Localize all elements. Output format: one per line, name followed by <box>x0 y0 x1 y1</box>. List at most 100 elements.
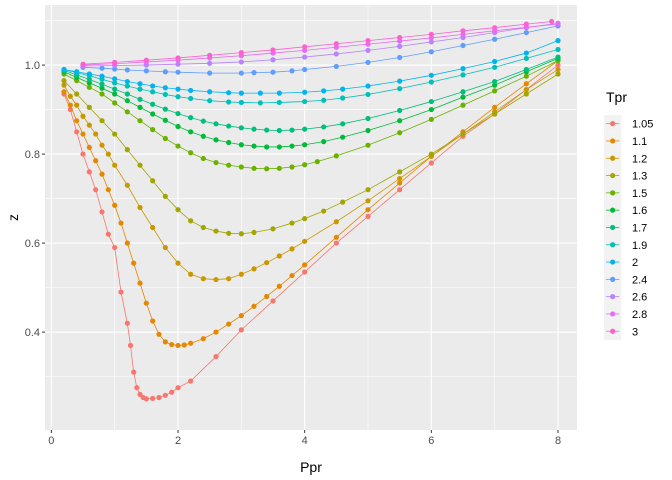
data-point <box>251 266 257 272</box>
data-point <box>99 142 105 148</box>
data-point <box>555 71 561 77</box>
data-point <box>213 353 219 360</box>
data-point <box>162 85 168 91</box>
data-point <box>397 34 403 41</box>
data-point <box>397 107 403 114</box>
data-point <box>276 127 282 134</box>
legend-item-1.1: 1.1 <box>604 132 647 150</box>
data-point <box>74 118 80 124</box>
legend-key-point <box>610 328 616 334</box>
data-point <box>112 80 118 86</box>
data-point <box>238 50 244 56</box>
data-point <box>397 187 403 193</box>
data-point <box>333 240 339 246</box>
data-point <box>270 298 276 304</box>
data-point <box>365 198 371 204</box>
data-point <box>124 91 130 97</box>
data-point <box>523 91 529 97</box>
data-point <box>549 18 555 25</box>
data-point <box>67 102 73 108</box>
data-point <box>492 111 498 117</box>
series-3 <box>80 18 555 67</box>
data-point <box>200 155 206 162</box>
data-point <box>460 72 466 78</box>
data-point <box>226 90 232 96</box>
data-point <box>333 234 339 240</box>
data-point <box>321 124 327 130</box>
data-point <box>137 280 143 286</box>
data-point <box>397 175 403 182</box>
data-point <box>99 91 105 97</box>
data-point <box>93 158 99 164</box>
axis-ticks <box>42 64 559 433</box>
data-point <box>340 134 346 140</box>
data-point <box>523 50 529 56</box>
data-point <box>333 44 339 50</box>
data-point <box>238 125 244 131</box>
data-point <box>257 100 263 106</box>
legend-key-point <box>610 172 616 179</box>
data-point <box>143 396 149 402</box>
data-point <box>74 69 80 75</box>
data-point <box>238 90 244 96</box>
data-point <box>80 61 86 67</box>
y-axis-title: z <box>5 214 21 221</box>
data-point <box>188 218 194 224</box>
data-point <box>124 240 130 246</box>
data-point <box>314 159 320 165</box>
data-point <box>365 59 371 66</box>
legend-item-1.3: 1.3 <box>604 166 647 185</box>
data-point <box>213 121 219 127</box>
data-point <box>555 62 561 68</box>
series-1.7 <box>61 54 561 134</box>
data-point <box>162 193 168 199</box>
data-point <box>365 187 371 193</box>
legend-label: 1.9 <box>632 240 647 252</box>
data-point <box>150 318 156 324</box>
data-point <box>428 31 434 37</box>
data-point <box>333 219 339 225</box>
data-point <box>264 293 270 300</box>
data-point <box>492 104 498 110</box>
series-1.3 <box>61 71 561 237</box>
data-point <box>333 63 339 70</box>
data-point <box>137 96 143 102</box>
data-point <box>333 51 339 57</box>
data-point <box>523 55 529 62</box>
data-point <box>175 61 181 67</box>
data-point <box>251 143 257 149</box>
data-point <box>213 137 219 143</box>
data-point <box>276 90 282 96</box>
data-point <box>555 38 561 44</box>
data-point <box>112 131 118 137</box>
legend-item-3: 3 <box>604 322 638 340</box>
data-point <box>175 385 181 391</box>
data-point <box>365 142 371 148</box>
data-point <box>99 85 105 91</box>
data-point <box>112 100 118 106</box>
data-point <box>99 73 105 79</box>
data-point <box>175 94 181 100</box>
data-point <box>226 139 232 146</box>
data-point <box>397 130 403 136</box>
data-point <box>340 199 346 205</box>
data-point <box>99 209 105 215</box>
legend-key-point <box>610 207 616 213</box>
data-point <box>321 97 327 103</box>
data-point <box>555 21 561 27</box>
data-point <box>175 342 181 349</box>
data-point <box>302 216 308 222</box>
data-point <box>162 135 168 142</box>
data-point <box>251 303 257 309</box>
data-point <box>492 82 498 88</box>
data-point <box>226 276 232 282</box>
data-point <box>118 289 124 295</box>
data-point <box>238 231 244 237</box>
data-point <box>226 123 232 129</box>
data-point <box>302 47 308 53</box>
data-point <box>238 142 244 148</box>
data-point <box>207 52 213 58</box>
data-point <box>118 220 124 226</box>
legend-label: 1.3 <box>632 171 647 183</box>
data-point <box>207 89 213 95</box>
